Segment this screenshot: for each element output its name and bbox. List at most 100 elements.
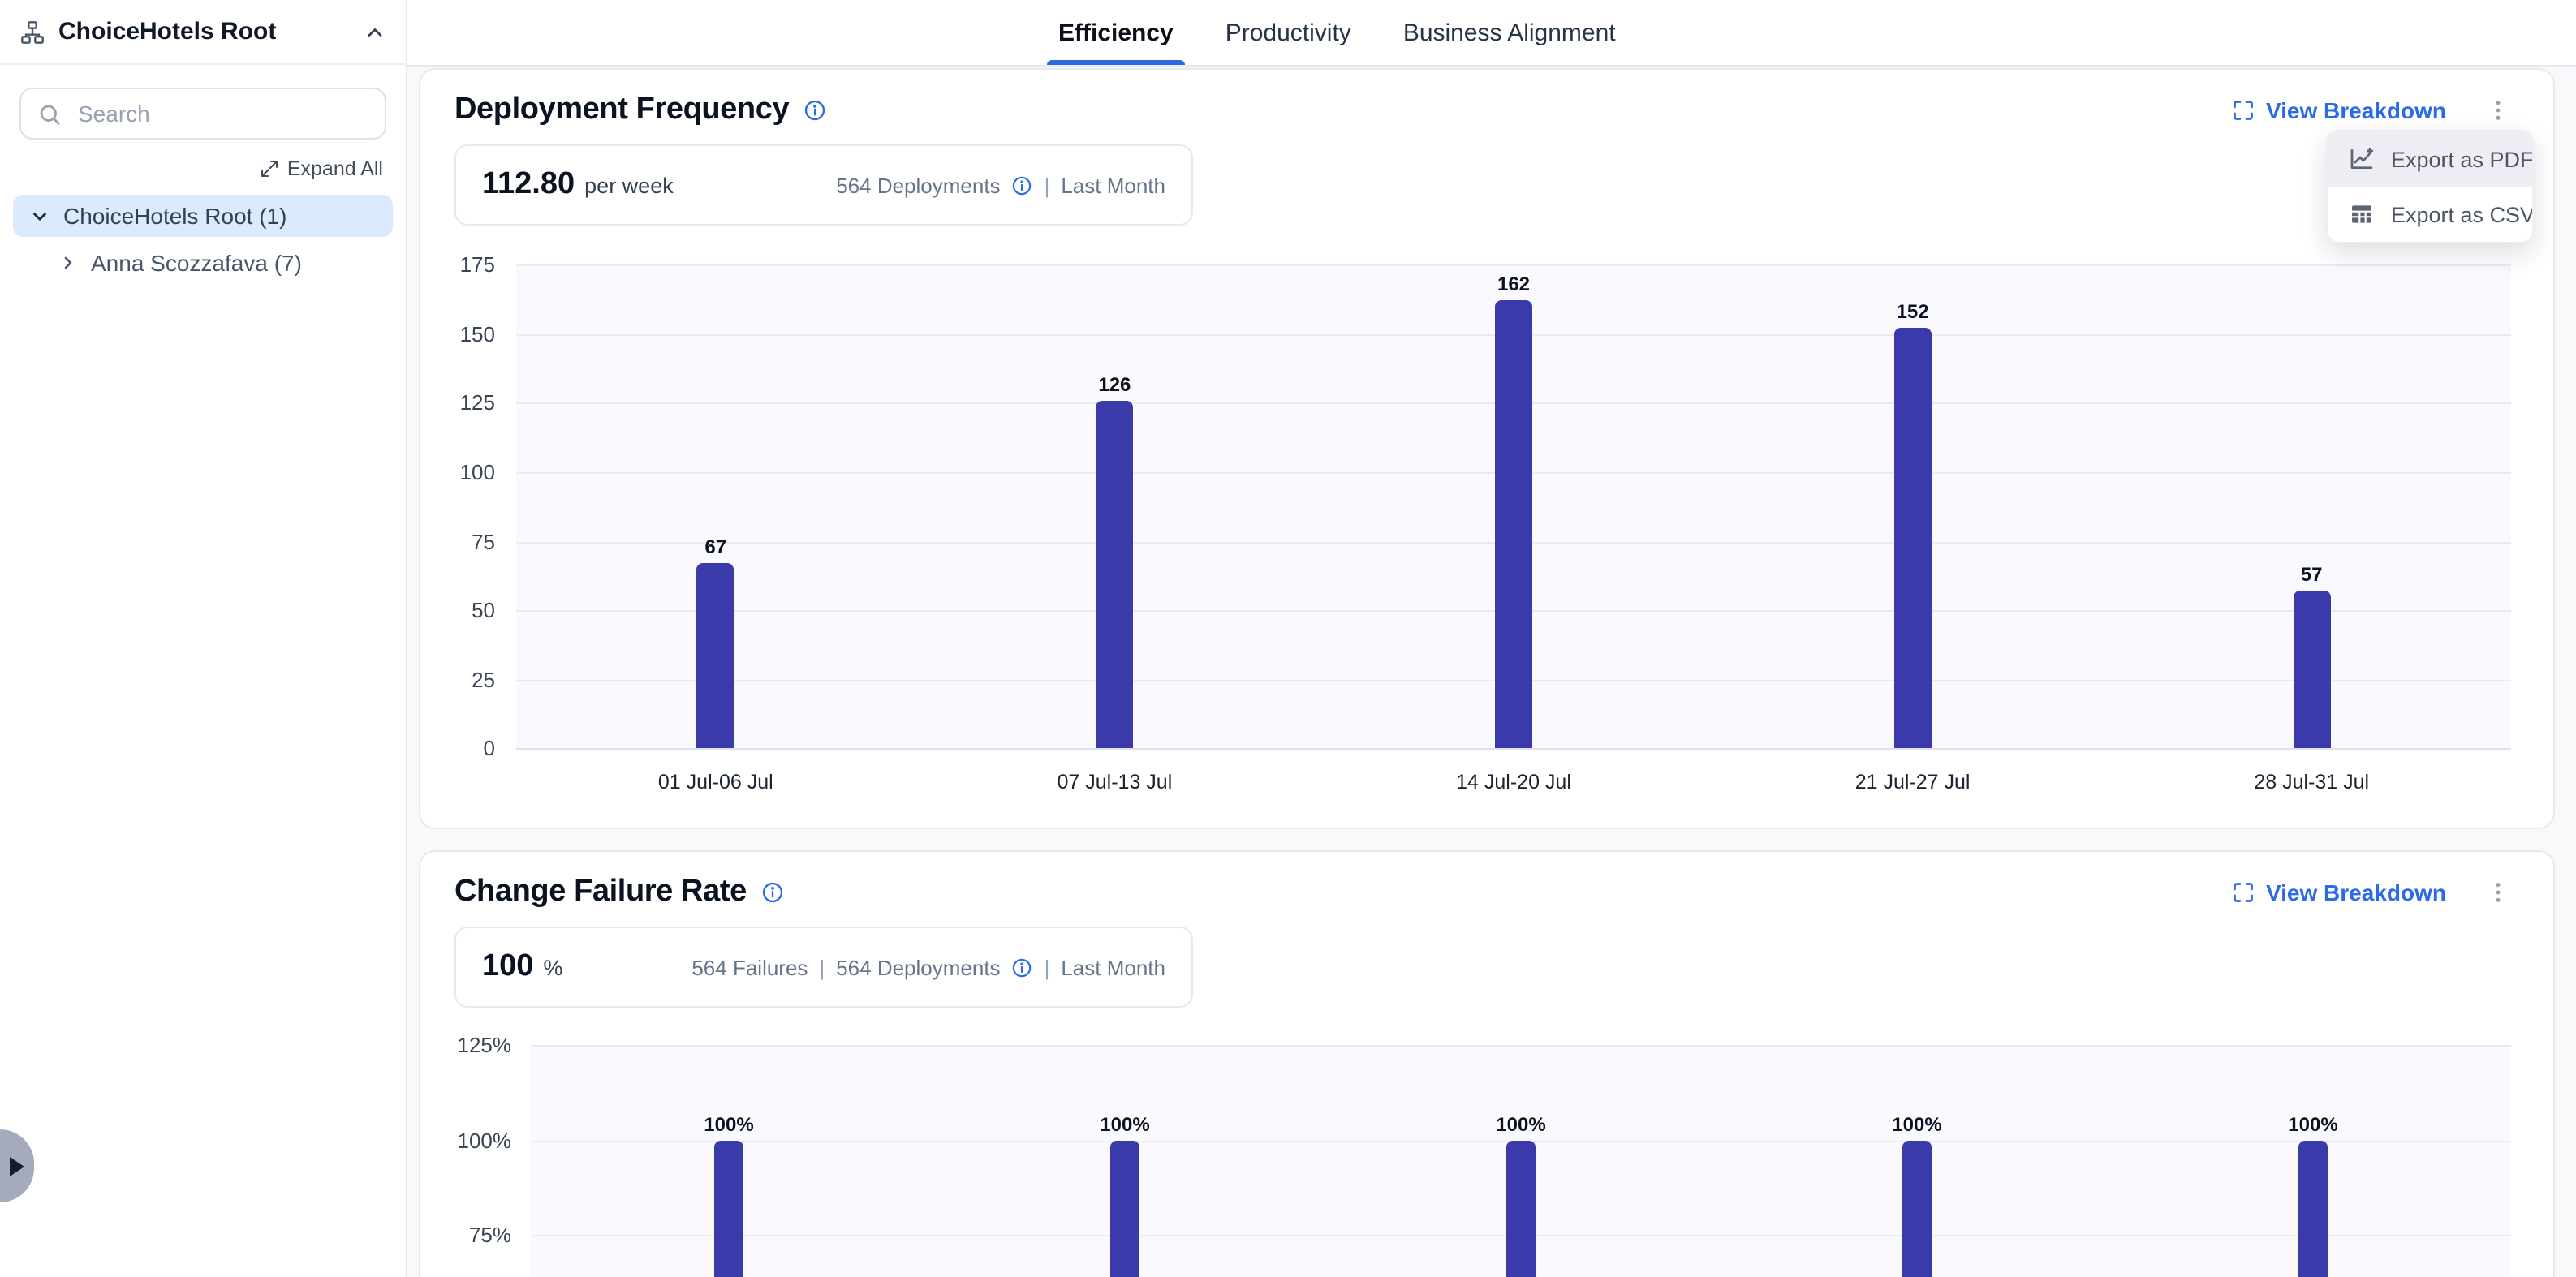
gridline [516, 748, 2511, 750]
tab-efficiency[interactable]: Efficiency [1047, 0, 1185, 65]
card-title: Change Failure Rate [454, 875, 747, 909]
y-axis-tick-label: 100 [459, 459, 495, 484]
chevron-right-icon[interactable] [58, 253, 78, 273]
bar-value-label: 67 [704, 535, 727, 559]
stat-meta-period: Last Month [1061, 173, 1165, 197]
table-icon [2349, 201, 2375, 227]
search-input[interactable] [75, 99, 368, 128]
expand-view-icon [2232, 99, 2255, 122]
view-breakdown-label: View Breakdown [2265, 879, 2446, 905]
info-icon[interactable] [803, 99, 826, 122]
bar[interactable] [1902, 1140, 1932, 1277]
search-box [19, 88, 386, 140]
x-axis-label: 28 Jul-31 Jul [2254, 771, 2370, 793]
stat-unit: % [543, 955, 563, 979]
expand-view-icon [2232, 881, 2255, 904]
bar[interactable] [696, 563, 734, 749]
tab-business-alignment[interactable]: Business Alignment [1397, 0, 1622, 65]
bar-value-label: 162 [1497, 273, 1531, 296]
stat-meta-period: Last Month [1061, 955, 1165, 979]
kebab-menu-icon[interactable] [2482, 876, 2514, 909]
bar[interactable] [1893, 328, 1932, 749]
expand-all-label: Expand All [286, 157, 383, 180]
tree-item-child[interactable]: Anna Scozzafava (7) [13, 242, 393, 284]
change-failure-rate-chart: 125%100%75%50%25%0%100%01 Jul-06 Jul100%… [420, 852, 2553, 1277]
bar-value-label: 100% [1892, 1112, 1942, 1135]
bar-value-label: 100% [704, 1112, 754, 1135]
gridline [531, 1045, 2511, 1047]
info-icon[interactable] [1012, 957, 1033, 978]
menu-item-label: Export as CSV [2391, 202, 2534, 226]
y-axis-tick-label: 150 [459, 321, 495, 346]
active-tab-underline [1047, 60, 1185, 65]
bar-value-label: 57 [2300, 563, 2323, 587]
tree-item-label: Anna Scozzafava (7) [91, 250, 302, 276]
view-breakdown-button[interactable]: View Breakdown [2232, 879, 2446, 905]
export-dropdown-menu: Export as PDF Export as CSV [2326, 130, 2534, 243]
cfr-stat-box: 100 % 564 Failures | 564 Deployments | L… [454, 927, 1193, 1008]
menu-item-export-csv[interactable]: Export as CSV [2328, 187, 2532, 242]
expand-all-button[interactable]: Expand All [23, 157, 383, 180]
sidebar: ChoiceHotels Root Expand All [0, 0, 407, 1277]
y-axis-tick-label: 100% [457, 1128, 512, 1152]
workspace-title: ChoiceHotels Root [58, 18, 277, 45]
expand-all-icon [260, 159, 279, 178]
bar-value-label: 100% [1100, 1112, 1150, 1135]
tree-item-label: ChoiceHotels Root (1) [63, 203, 287, 229]
bar[interactable] [2293, 591, 2331, 749]
menu-item-export-pdf[interactable]: Export as PDF [2328, 131, 2532, 187]
info-icon[interactable] [761, 881, 784, 904]
info-icon[interactable] [1012, 174, 1033, 196]
chevron-down-icon[interactable] [29, 205, 50, 226]
tab-label: Business Alignment [1402, 19, 1616, 46]
y-axis-tick-label: 25 [472, 667, 495, 692]
y-axis-tick-label: 0 [483, 736, 495, 761]
x-axis-label: 21 Jul-27 Jul [1854, 771, 1971, 793]
kebab-menu-icon[interactable] [2482, 94, 2514, 127]
bar-value-label: 126 [1098, 372, 1131, 396]
arrow-right-icon [10, 1156, 24, 1176]
sidebar-collapse-button[interactable] [364, 20, 386, 43]
sidebar-header: ChoiceHotels Root [0, 0, 406, 65]
deployment-stat-box: 112.80 per week 564 Deployments | Last M… [454, 144, 1193, 226]
y-axis-tick-label: 50 [472, 598, 495, 623]
y-axis-tick-label: 125 [459, 390, 495, 415]
divider: | [1044, 173, 1050, 197]
y-axis-tick-label: 125% [457, 1033, 512, 1057]
divider: | [1044, 955, 1050, 979]
tree-item-root[interactable]: ChoiceHotels Root (1) [13, 195, 393, 237]
bar[interactable] [714, 1140, 743, 1277]
bar[interactable] [1506, 1140, 1536, 1277]
org-tree: ChoiceHotels Root (1) Anna Scozzafava (7… [13, 195, 393, 284]
tab-bar: Efficiency Productivity Business Alignme… [406, 0, 2576, 67]
bar[interactable] [1110, 1140, 1139, 1277]
menu-item-label: Export as PDF [2391, 147, 2534, 171]
line-chart-icon [2349, 146, 2375, 172]
deployment-frequency-chart: 175 150 125 100 75 50 25 0 67 01 Jul-06 Jul 126 07 … [420, 70, 2553, 828]
bar[interactable] [1096, 400, 1134, 749]
main-area: Efficiency Productivity Business Alignme… [406, 0, 2576, 1277]
view-breakdown-button[interactable]: View Breakdown [2232, 97, 2446, 123]
bar-value-label: 100% [1496, 1112, 1546, 1135]
bar[interactable] [2298, 1140, 2328, 1277]
view-breakdown-label: View Breakdown [2265, 97, 2446, 123]
x-axis-label: 01 Jul-06 Jul [657, 771, 773, 793]
org-hierarchy-icon [19, 19, 45, 45]
stat-meta-deployments: 564 Deployments [836, 955, 1001, 979]
gridline [516, 264, 2511, 266]
bar[interactable] [1495, 300, 1532, 749]
stat-unit: per week [584, 173, 674, 197]
stat-meta-deployments: 564 Deployments [836, 173, 1001, 197]
tab-productivity[interactable]: Productivity [1219, 0, 1358, 65]
change-failure-rate-card: Change Failure Rate Vie [419, 850, 2555, 1277]
tab-label: Efficiency [1058, 19, 1174, 46]
stat-meta-failures: 564 Failures [691, 955, 808, 979]
stat-value: 112.80 [482, 167, 575, 201]
divider: | [819, 955, 825, 979]
bar-value-label: 152 [1896, 300, 1929, 324]
x-axis-label: 07 Jul-13 Jul [1057, 771, 1173, 793]
stat-value: 100 [482, 949, 534, 983]
card-title: Deployment Frequency [454, 92, 790, 127]
y-axis-tick-label: 175 [459, 252, 495, 277]
